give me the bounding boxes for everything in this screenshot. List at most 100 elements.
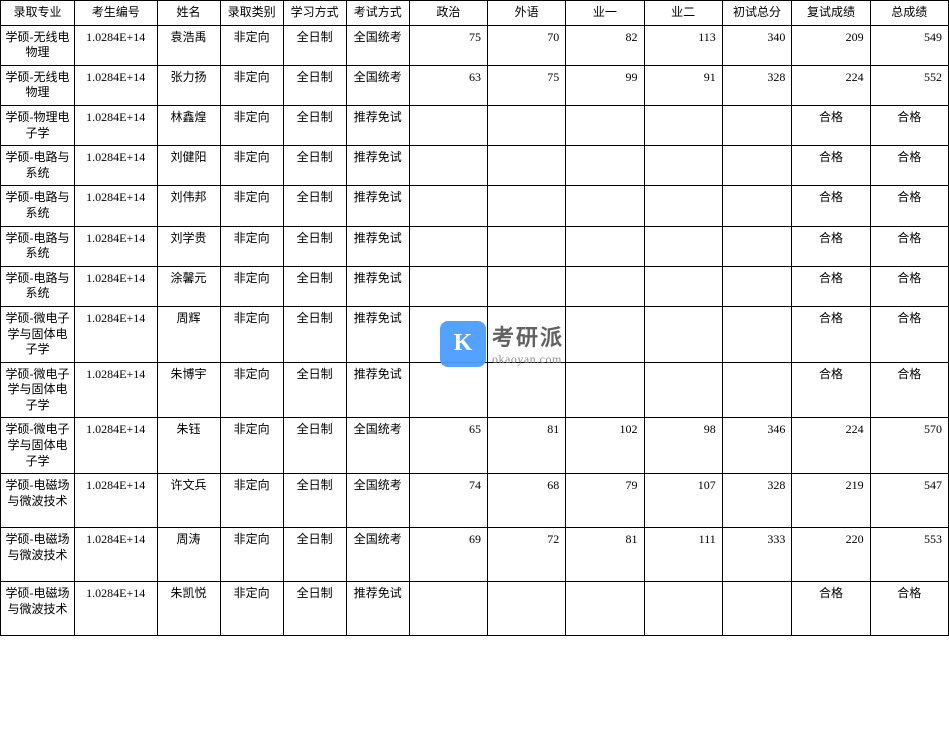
cell-politics (409, 582, 487, 636)
cell-major: 学硕-微电子学与固体电子学 (1, 362, 75, 418)
header-politics: 政治 (409, 1, 487, 26)
cell-study_mode: 全日制 (283, 226, 346, 266)
cell-admit_type: 非定向 (220, 186, 283, 226)
cell-study_mode: 全日制 (283, 528, 346, 582)
cell-major: 学硕-电路与系统 (1, 146, 75, 186)
header-final_score: 总成绩 (870, 1, 948, 26)
cell-retest_score: 224 (792, 418, 870, 474)
cell-student_id: 1.0284E+14 (74, 528, 157, 582)
cell-admit_type: 非定向 (220, 528, 283, 582)
cell-major: 学硕-电磁场与微波技术 (1, 474, 75, 528)
cell-politics: 63 (409, 65, 487, 105)
table-row: 学硕-微电子学与固体电子学1.0284E+14周辉非定向全日制推荐免试合格合格 (1, 306, 949, 362)
cell-student_id: 1.0284E+14 (74, 146, 157, 186)
cell-final_score: 553 (870, 528, 948, 582)
cell-study_mode: 全日制 (283, 306, 346, 362)
cell-prelim_total: 340 (722, 25, 792, 65)
cell-foreign_lang (487, 306, 565, 362)
cell-final_score: 合格 (870, 306, 948, 362)
cell-exam_mode: 全国统考 (346, 474, 409, 528)
cell-final_score: 合格 (870, 582, 948, 636)
cell-subj2: 107 (644, 474, 722, 528)
cell-name: 刘伟邦 (157, 186, 220, 226)
cell-name: 张力扬 (157, 65, 220, 105)
cell-retest_score: 合格 (792, 362, 870, 418)
table-row: 学硕-无线电物理1.0284E+14袁浩禹非定向全日制全国统考757082113… (1, 25, 949, 65)
cell-student_id: 1.0284E+14 (74, 266, 157, 306)
cell-major: 学硕-电路与系统 (1, 226, 75, 266)
cell-name: 周辉 (157, 306, 220, 362)
cell-student_id: 1.0284E+14 (74, 105, 157, 145)
header-admit_type: 录取类别 (220, 1, 283, 26)
cell-admit_type: 非定向 (220, 418, 283, 474)
cell-politics (409, 266, 487, 306)
cell-prelim_total (722, 266, 792, 306)
table-row: 学硕-微电子学与固体电子学1.0284E+14朱博宇非定向全日制推荐免试合格合格 (1, 362, 949, 418)
header-exam_mode: 考试方式 (346, 1, 409, 26)
cell-prelim_total: 328 (722, 474, 792, 528)
cell-exam_mode: 推荐免试 (346, 105, 409, 145)
cell-prelim_total: 333 (722, 528, 792, 582)
cell-retest_score: 220 (792, 528, 870, 582)
cell-name: 刘学贵 (157, 226, 220, 266)
cell-study_mode: 全日制 (283, 418, 346, 474)
cell-student_id: 1.0284E+14 (74, 226, 157, 266)
cell-politics (409, 362, 487, 418)
cell-final_score: 合格 (870, 105, 948, 145)
cell-retest_score: 209 (792, 25, 870, 65)
cell-major: 学硕-电磁场与微波技术 (1, 528, 75, 582)
cell-exam_mode: 全国统考 (346, 418, 409, 474)
cell-student_id: 1.0284E+14 (74, 474, 157, 528)
cell-final_score: 合格 (870, 226, 948, 266)
cell-name: 袁浩禹 (157, 25, 220, 65)
cell-final_score: 570 (870, 418, 948, 474)
cell-student_id: 1.0284E+14 (74, 65, 157, 105)
cell-subj1: 102 (566, 418, 644, 474)
cell-admit_type: 非定向 (220, 266, 283, 306)
cell-politics (409, 306, 487, 362)
cell-subj2: 91 (644, 65, 722, 105)
cell-major: 学硕-无线电物理 (1, 25, 75, 65)
cell-subj2 (644, 186, 722, 226)
cell-exam_mode: 推荐免试 (346, 582, 409, 636)
cell-exam_mode: 推荐免试 (346, 186, 409, 226)
table-row: 学硕-微电子学与固体电子学1.0284E+14朱钰非定向全日制全国统考65811… (1, 418, 949, 474)
cell-retest_score: 合格 (792, 186, 870, 226)
cell-major: 学硕-微电子学与固体电子学 (1, 306, 75, 362)
cell-politics: 65 (409, 418, 487, 474)
cell-student_id: 1.0284E+14 (74, 25, 157, 65)
header-prelim_total: 初试总分 (722, 1, 792, 26)
cell-retest_score: 合格 (792, 266, 870, 306)
table-row: 学硕-电磁场与微波技术1.0284E+14朱凯悦非定向全日制推荐免试合格合格 (1, 582, 949, 636)
cell-major: 学硕-电磁场与微波技术 (1, 582, 75, 636)
cell-retest_score: 合格 (792, 105, 870, 145)
cell-foreign_lang (487, 146, 565, 186)
cell-student_id: 1.0284E+14 (74, 362, 157, 418)
cell-student_id: 1.0284E+14 (74, 186, 157, 226)
cell-subj1 (566, 362, 644, 418)
header-retest_score: 复试成绩 (792, 1, 870, 26)
cell-subj1 (566, 146, 644, 186)
cell-subj1 (566, 105, 644, 145)
cell-final_score: 547 (870, 474, 948, 528)
cell-final_score: 549 (870, 25, 948, 65)
table-row: 学硕-电路与系统1.0284E+14刘健阳非定向全日制推荐免试合格合格 (1, 146, 949, 186)
cell-subj1: 99 (566, 65, 644, 105)
cell-subj1: 79 (566, 474, 644, 528)
cell-admit_type: 非定向 (220, 474, 283, 528)
cell-major: 学硕-电路与系统 (1, 266, 75, 306)
cell-subj2: 113 (644, 25, 722, 65)
cell-subj1 (566, 582, 644, 636)
cell-study_mode: 全日制 (283, 186, 346, 226)
table-row: 学硕-电路与系统1.0284E+14刘伟邦非定向全日制推荐免试合格合格 (1, 186, 949, 226)
cell-foreign_lang (487, 582, 565, 636)
cell-admit_type: 非定向 (220, 146, 283, 186)
cell-retest_score: 合格 (792, 306, 870, 362)
cell-exam_mode: 推荐免试 (346, 226, 409, 266)
header-name: 姓名 (157, 1, 220, 26)
cell-retest_score: 合格 (792, 146, 870, 186)
cell-major: 学硕-无线电物理 (1, 65, 75, 105)
cell-prelim_total: 346 (722, 418, 792, 474)
cell-name: 朱博宇 (157, 362, 220, 418)
cell-subj2 (644, 226, 722, 266)
